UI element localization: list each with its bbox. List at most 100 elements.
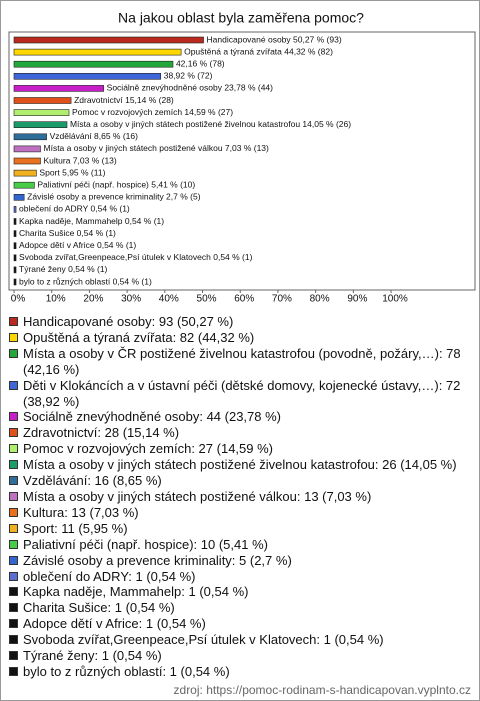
legend-swatch [9, 317, 18, 326]
bar-label: Týrané ženy 0,54 % (1) [19, 264, 108, 274]
legend-swatch [9, 666, 18, 676]
legend-swatch [9, 635, 18, 645]
legend-item: Děti v Klokáncích a v ústavní péči (děts… [9, 378, 475, 410]
legend-label: Pomoc v rozvojových zemích: 27 (14,59 %) [23, 441, 273, 457]
legend-item: Kultura: 13 (7,03 %) [9, 505, 475, 521]
chart-title: Na jakou oblast byla zaměřena pomoc? [118, 10, 364, 26]
x-tick-label: 90% [347, 294, 367, 305]
legend-swatch [9, 523, 18, 533]
bar [13, 206, 17, 213]
legend-item: Handicapované osoby: 93 (50,27 %) [9, 314, 475, 330]
legend-item: Zdravotnictví: 28 (15,14 %) [9, 425, 475, 441]
bar-label: Vzdělávání 8,65 % (16) [50, 131, 139, 141]
legend-label: oblečení do ADRY: 1 (0,54 %) [23, 568, 196, 584]
legend-swatch [9, 491, 18, 501]
legend-item: Pomoc v rozvojových zemích: 27 (14,59 %) [9, 441, 475, 457]
legend-label: Sociálně znevýhodněné osoby: 44 (23,78 %… [23, 409, 282, 425]
legend-label: Opuštěná a týraná zvířata: 82 (44,32 %) [23, 329, 255, 345]
legend-swatch [9, 460, 18, 470]
x-tick-label: 20% [83, 294, 103, 305]
legend-item: Místa a osoby v ČR postižené živelnou ka… [9, 346, 475, 378]
legend-swatch [9, 619, 18, 629]
legend-item: Sport: 11 (5,95 %) [9, 521, 475, 537]
bar-label: Svoboda zvířat,Greenpeace,Psí útulek v K… [19, 252, 253, 262]
bar [13, 73, 162, 80]
legend-swatch [9, 539, 18, 549]
legend-swatch [9, 587, 18, 597]
bar [13, 121, 68, 128]
bar-label: Závislé osoby a prevence kriminality 2,7… [27, 192, 201, 202]
bar [13, 145, 41, 153]
legend-swatch [9, 507, 18, 517]
bar-label: Kultura 7,03 % (13) [44, 155, 117, 165]
legend-label: Sport: 11 (5,95 %) [23, 520, 128, 536]
bar [13, 242, 17, 249]
bar-label: Handicapované osoby 50,27 % (93) [207, 34, 342, 44]
bar-label: Charita Sušice 0,54 % (1) [19, 228, 116, 238]
x-tick-label: 10% [46, 294, 66, 305]
legend-swatch [9, 444, 18, 454]
bar [13, 266, 17, 274]
legend-item: Svoboda zvířat,Greenpeace,Psí útulek v K… [9, 632, 475, 648]
x-tick-label: 60% [234, 294, 254, 305]
bar-label: Sociálně znevýhodněné osoby 23,78 % (44) [107, 83, 274, 93]
legend-label: Vzdělávání: 16 (8,65 %) [23, 473, 162, 489]
bar [13, 181, 35, 189]
legend-label: Kultura: 13 (7,03 %) [23, 504, 139, 520]
bar [13, 97, 72, 104]
legend-item: bylo to z různých oblastí: 1 (0,54 %) [9, 664, 475, 680]
legend-item: Charita Sušice: 1 (0,54 %) [9, 600, 475, 616]
legend-label: bylo to z různých oblastí: 1 (0,54 %) [23, 663, 230, 679]
x-tick-label: 70% [272, 294, 292, 305]
plot-frame [8, 31, 476, 291]
legend-item: Sociálně znevýhodněné osoby: 44 (23,78 %… [9, 409, 475, 425]
legend-label: Zdravotnictví: 28 (15,14 %) [23, 425, 180, 441]
legend-item: Paliativní péči (např. hospice): 10 (5,4… [9, 537, 475, 553]
legend-item: Kapka naděje, Mammahelp: 1 (0,54 %) [9, 584, 475, 600]
legend-label: Adopce dětí v Africe: 1 (0,54 %) [23, 616, 206, 632]
bar [13, 85, 104, 92]
x-tick-label: 50% [197, 294, 217, 305]
legend-label: Kapka naděje, Mammahelp: 1 (0,54 %) [23, 584, 249, 600]
bar-label: bylo to z různých oblastí 0,54 % (1) [19, 276, 152, 286]
bar [13, 194, 25, 201]
bar-label: 42,16 % (78) [176, 58, 225, 68]
legend-label: Paliativní péči (např. hospice): 10 (5,4… [23, 536, 268, 552]
legend-item: Místa a osoby v jiných státech postižené… [9, 489, 475, 505]
legend-swatch [9, 332, 18, 342]
bar-label: 38,92 % (72) [164, 71, 213, 81]
legend: Handicapované osoby: 93 (50,27 %) Opuštěn… [9, 314, 475, 680]
legend-swatch [9, 603, 18, 613]
bar [13, 133, 47, 141]
legend-swatch [9, 412, 18, 422]
bar-label: Místa a osoby v jiných státech postižené… [44, 143, 270, 153]
legend-item: Vzdělávání: 16 (8,65 %) [9, 473, 475, 489]
legend-label: Charita Sušice: 1 (0,54 %) [23, 600, 175, 616]
bar-label: Místa a osoby v jiných státech postižené… [70, 119, 351, 129]
source: zdroj: https://pomoc-rodinam-s-handicapo… [173, 683, 471, 697]
bar-label: Kapka naděje, Mammahelp 0,54 % (1) [19, 216, 164, 226]
legend-swatch [9, 428, 18, 438]
x-tick-label: 80% [310, 294, 330, 305]
legend-label: Závislé osoby a prevence kriminality: 5 … [23, 552, 292, 568]
legend-swatch [9, 476, 18, 486]
bar [13, 218, 17, 225]
legend-swatch [9, 380, 18, 390]
legend-label: Místa a osoby v jiných státech postižené… [23, 457, 457, 473]
bar-label: Opuštěná a týraná zvířata 44,32 % (82) [184, 46, 333, 56]
legend-label: Místa a osoby v jiných státech postižené… [23, 488, 372, 504]
x-tick-label: 40% [159, 294, 179, 305]
legend-item: oblečení do ADRY: 1 (0,54 %) [9, 569, 475, 585]
x-tick-label: 30% [121, 294, 141, 305]
bar-label: Pomoc v rozvojových zemích 14,59 % (27) [72, 107, 233, 117]
legend-swatch [9, 348, 18, 358]
chart: Na jakou oblast byla zaměřena pomoc? 0% 1… [8, 10, 476, 305]
legend-swatch [9, 651, 18, 661]
bar [13, 60, 174, 68]
bar [13, 109, 70, 116]
bar-label: Zdravotnictví 15,14 % (28) [74, 95, 174, 105]
legend-item: Místa a osoby v jiných státech postižené… [9, 457, 475, 473]
legend-label: Svoboda zvířat,Greenpeace,Psí útulek v K… [23, 632, 384, 648]
legend-label: Místa a osoby v ČR postižené živelnou ka… [23, 345, 461, 377]
x-tick-label: 100% [382, 294, 408, 305]
